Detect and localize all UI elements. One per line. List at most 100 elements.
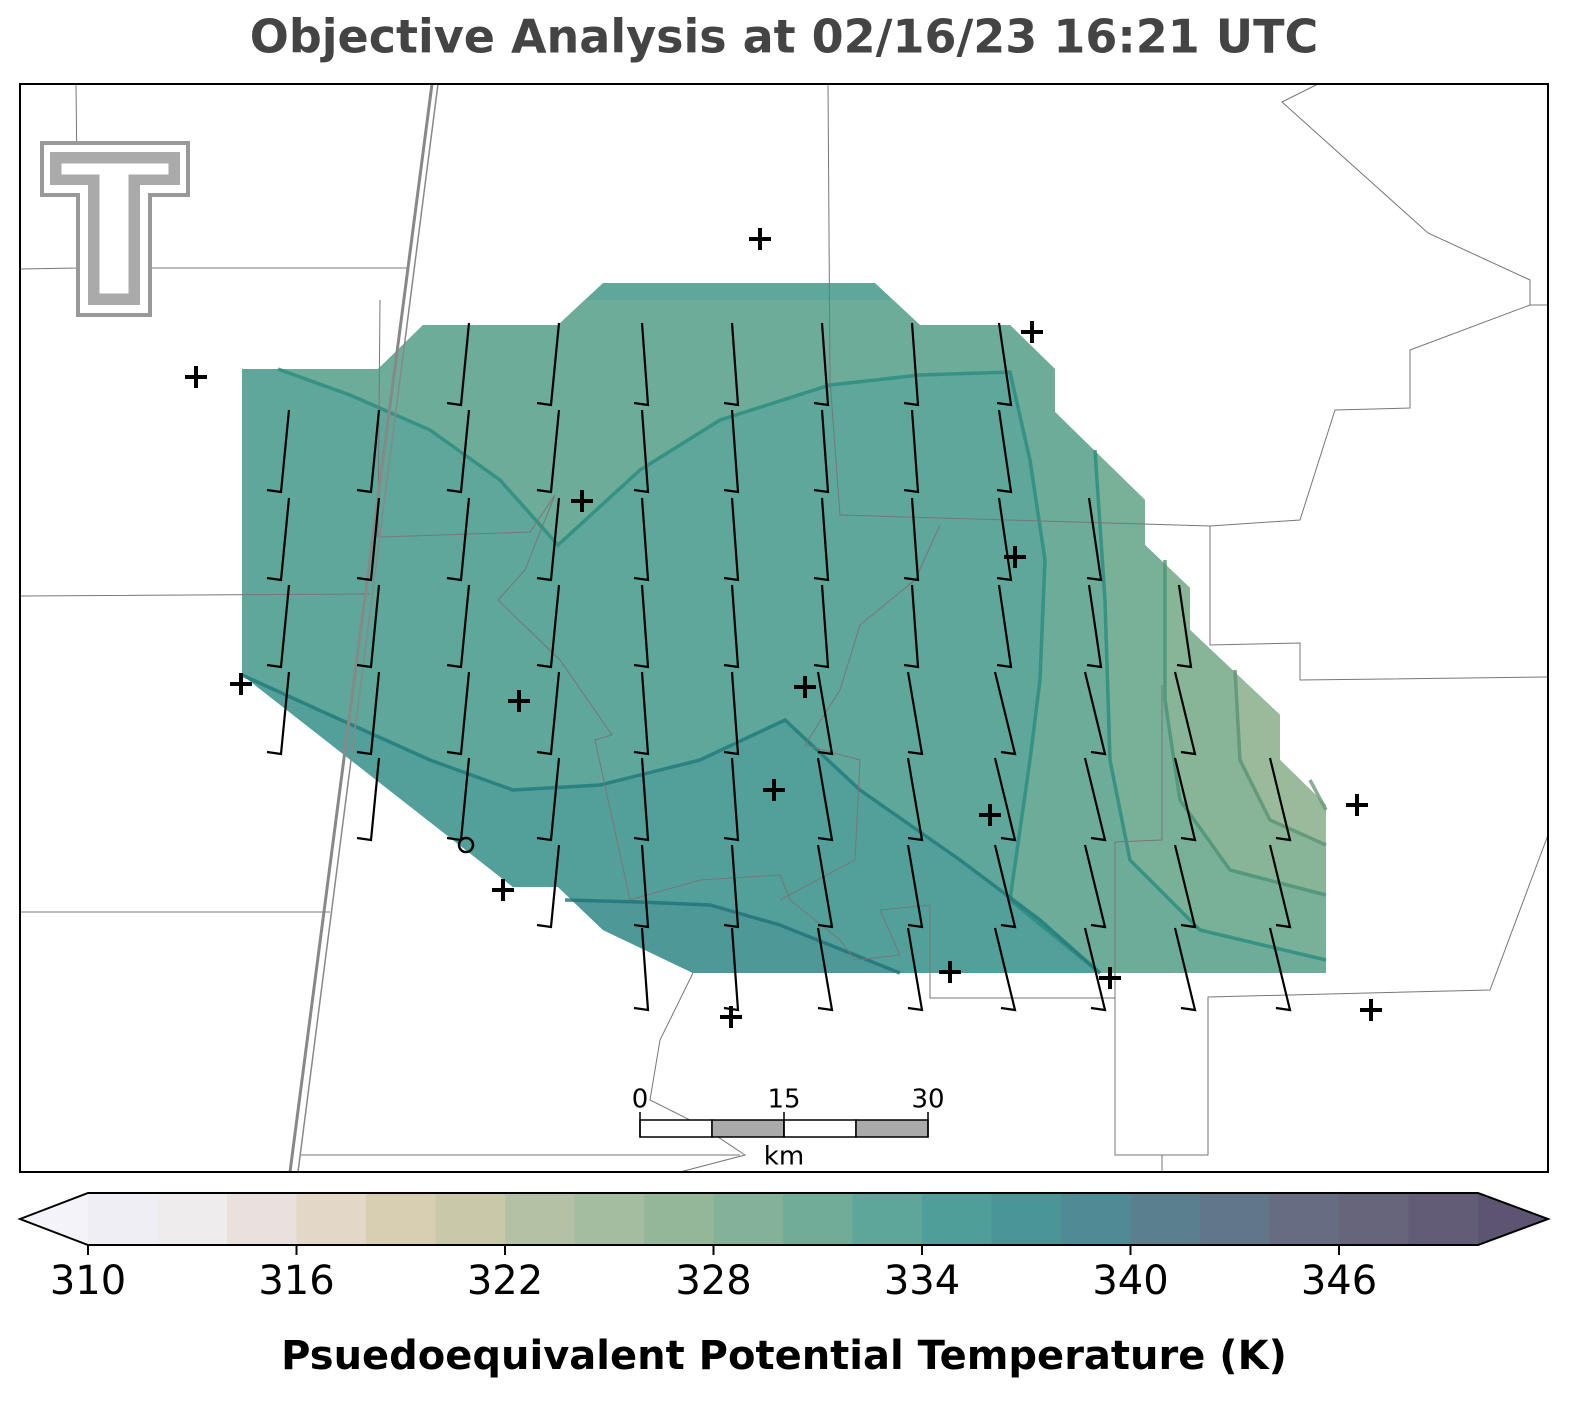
wind-barb bbox=[356, 757, 381, 842]
station bbox=[939, 961, 961, 983]
colorbar: Psuedoequivalent Potential Temperature (… bbox=[17, 1192, 1551, 1379]
wind-barb bbox=[813, 497, 830, 582]
colorbar-tick-label: 310 bbox=[50, 1258, 126, 1304]
scale-segment bbox=[783, 1119, 857, 1138]
station bbox=[185, 366, 207, 388]
wind-barb bbox=[1083, 844, 1107, 929]
colorbar-segment bbox=[505, 1193, 575, 1245]
station bbox=[794, 676, 816, 698]
title: Objective Analysis at 02/16/23 16:21 UTC bbox=[250, 10, 1319, 64]
wind-barb bbox=[996, 584, 1013, 669]
wind-barb bbox=[633, 497, 650, 582]
colorbar-tick-label: 346 bbox=[1301, 1258, 1377, 1304]
wind-barb bbox=[816, 927, 834, 1012]
colorbar-segment bbox=[644, 1193, 714, 1245]
wind-barb bbox=[903, 409, 920, 494]
logo bbox=[40, 141, 190, 317]
scale-segment bbox=[855, 1119, 929, 1138]
wind-barb bbox=[536, 497, 561, 582]
wind-barb bbox=[813, 409, 830, 494]
wind-barb bbox=[446, 584, 471, 669]
scale-unit: km bbox=[764, 1142, 804, 1172]
wind-barb bbox=[536, 671, 561, 756]
colorbar-segment bbox=[1130, 1193, 1201, 1245]
colorbar-tick-label: 316 bbox=[258, 1258, 334, 1304]
station bbox=[1346, 794, 1368, 816]
station bbox=[492, 879, 514, 901]
scale-tick-label: 15 bbox=[767, 1085, 800, 1115]
station bbox=[1021, 321, 1043, 343]
wind-barb bbox=[903, 584, 920, 669]
scale-segment bbox=[711, 1119, 785, 1138]
station bbox=[508, 690, 530, 712]
wind-barb bbox=[996, 497, 1013, 582]
colorbar-tick-label: 322 bbox=[467, 1258, 543, 1304]
station-calm bbox=[457, 836, 475, 854]
wind-barb bbox=[266, 409, 291, 494]
colorbar-tick-label: 334 bbox=[884, 1258, 960, 1304]
analysis-field bbox=[242, 283, 1326, 973]
colorbar-segment bbox=[1269, 1193, 1340, 1245]
wind-barb bbox=[1268, 757, 1292, 842]
wind-barb bbox=[993, 671, 1017, 756]
wind-barb bbox=[723, 757, 740, 842]
colorbar-segment bbox=[435, 1193, 506, 1245]
colorbar-segment bbox=[227, 1193, 297, 1245]
wind-barb bbox=[723, 497, 740, 582]
colorbar-segment bbox=[88, 1193, 158, 1245]
wind-barb bbox=[723, 584, 740, 669]
wind-barb bbox=[906, 671, 924, 756]
wind-barb bbox=[633, 927, 650, 1012]
wind-barb bbox=[903, 322, 920, 407]
station bbox=[230, 673, 252, 695]
station bbox=[749, 228, 771, 250]
wind-barb bbox=[906, 844, 924, 929]
colorbar-segment bbox=[366, 1193, 436, 1245]
wind-barb bbox=[633, 584, 650, 669]
wind-barb bbox=[996, 409, 1013, 494]
station bbox=[763, 779, 785, 801]
wind-barb bbox=[816, 844, 834, 929]
station bbox=[1360, 999, 1382, 1021]
wind-barb bbox=[633, 322, 650, 407]
wind-barb bbox=[536, 757, 561, 842]
colorbar-segment bbox=[1061, 1193, 1131, 1245]
wind-barb bbox=[906, 757, 924, 842]
wind-barb bbox=[903, 497, 920, 582]
wind-barb bbox=[1083, 927, 1107, 1012]
wind-barb bbox=[356, 584, 381, 669]
scale-bar: km 0 15 30 bbox=[632, 1085, 945, 1172]
wind-barb bbox=[993, 927, 1017, 1012]
wind-barb bbox=[1176, 584, 1193, 669]
wind-barb bbox=[446, 322, 471, 407]
colorbar-segment bbox=[783, 1193, 853, 1245]
wind-barb bbox=[816, 757, 834, 842]
wind-barb bbox=[1083, 757, 1107, 842]
wind-barb bbox=[1173, 844, 1197, 929]
boundaries bbox=[19, 83, 1549, 1173]
wind-barb bbox=[633, 409, 650, 494]
scale-tick-label: 30 bbox=[911, 1085, 944, 1115]
wind-barb bbox=[536, 844, 561, 929]
wind-barb bbox=[723, 844, 740, 929]
wind-barb bbox=[356, 671, 381, 756]
wind-barb bbox=[993, 844, 1017, 929]
wind-barb bbox=[536, 584, 561, 669]
wind-barb bbox=[446, 409, 471, 494]
colorbar-segment bbox=[1200, 1193, 1270, 1245]
wind-barb bbox=[536, 409, 561, 494]
wind-barb bbox=[996, 322, 1013, 407]
colorbar-segment bbox=[296, 1193, 367, 1245]
colorbar-segment bbox=[157, 1193, 228, 1245]
wind-barb bbox=[1083, 671, 1107, 756]
contours bbox=[241, 367, 1328, 975]
wind-barb bbox=[633, 844, 650, 929]
wind-barb bbox=[813, 584, 830, 669]
highway bbox=[288, 83, 439, 1173]
wind-barb bbox=[446, 671, 471, 756]
scale-segment bbox=[639, 1119, 713, 1138]
wind-barb bbox=[356, 497, 381, 582]
colorbar-segment bbox=[574, 1193, 645, 1245]
colorbar-segment bbox=[713, 1193, 784, 1245]
